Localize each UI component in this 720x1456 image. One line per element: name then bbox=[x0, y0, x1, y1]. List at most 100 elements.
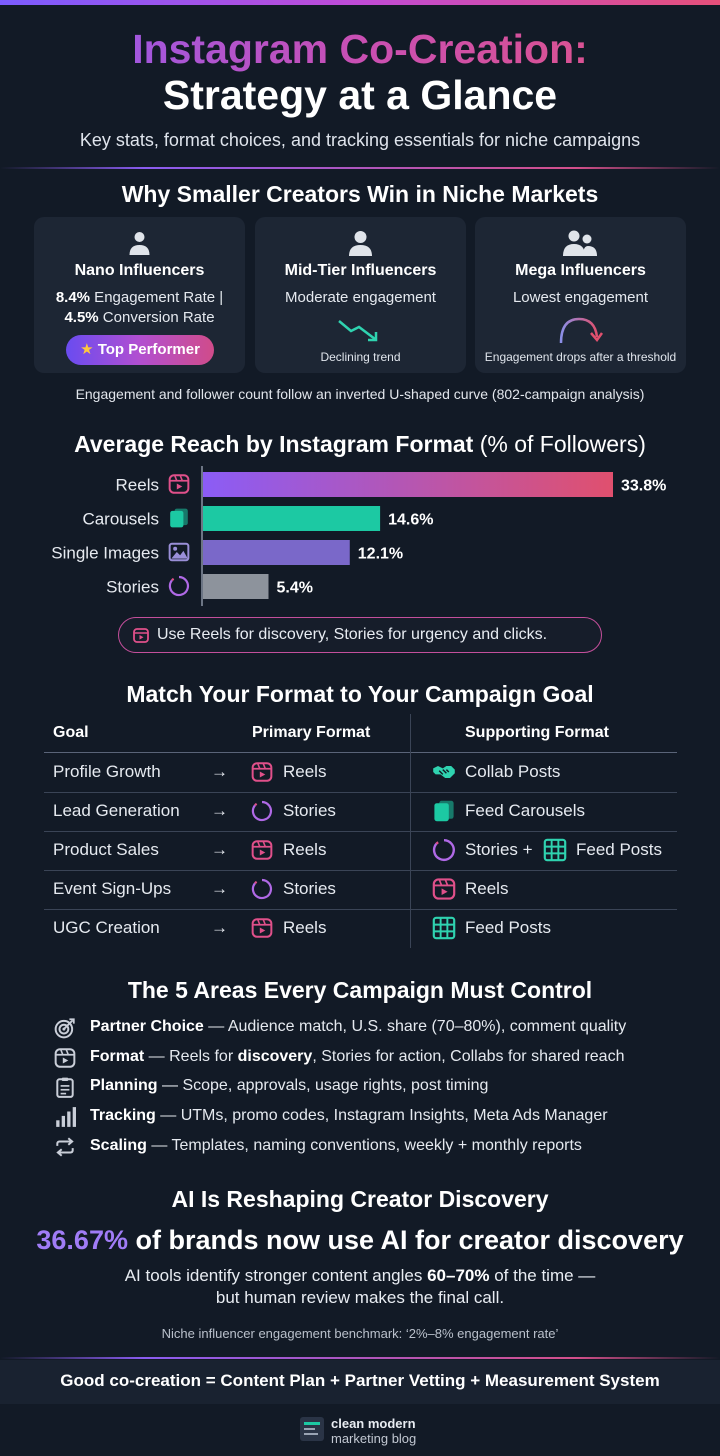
card-line: Moderate engagement bbox=[285, 289, 436, 306]
reach-title-bold: Average Reach by Instagram Format bbox=[74, 431, 474, 457]
area-label: Format bbox=[90, 1048, 145, 1065]
logo-line-2: marketing blog bbox=[331, 1431, 417, 1446]
ai-stat-text: of brands now use AI for creator discove… bbox=[127, 1225, 684, 1255]
title-line-2: Strategy at a Glance bbox=[162, 72, 558, 118]
benchmark-note: Niche influencer engagement benchmark: ‘… bbox=[161, 1326, 559, 1341]
ai-line-2: but human review makes the final call. bbox=[215, 1288, 505, 1307]
bar-chart-icon bbox=[56, 1107, 76, 1127]
category-label: Carousels bbox=[82, 510, 159, 529]
divider bbox=[0, 167, 720, 169]
arrow-icon: → bbox=[211, 879, 228, 898]
area-description-end: , Stories for action, Collabs for shared… bbox=[312, 1048, 625, 1065]
section-title-format-goal: Match Your Format to Your Campaign Goal bbox=[126, 681, 594, 707]
header-supporting: Supporting Format bbox=[465, 724, 609, 741]
arrow-icon: → bbox=[211, 840, 228, 859]
reach-title-light: (% of Followers) bbox=[473, 431, 646, 457]
goal-cell: Lead Generation bbox=[53, 801, 180, 820]
ai-line-1: AI tools identify stronger content angle… bbox=[0, 1266, 720, 1286]
stories-icon bbox=[251, 800, 273, 822]
bar-reels bbox=[203, 472, 613, 497]
bar-carousels bbox=[203, 506, 381, 531]
repeat-icon bbox=[56, 1137, 74, 1157]
area-description: — Reels for bbox=[144, 1048, 238, 1065]
subtitle: Key stats, format choices, and tracking … bbox=[79, 130, 641, 150]
ai-line-1-pre: AI tools identify stronger content angle… bbox=[124, 1266, 428, 1285]
header-goal: Goal bbox=[53, 724, 89, 741]
goal-cell: Profile Growth bbox=[53, 762, 161, 781]
card-mid-tier-influencers: Mid-Tier Influencers Moderate engagement… bbox=[255, 217, 466, 373]
reels-icon bbox=[168, 474, 190, 494]
conversion-value: 4.5% bbox=[64, 309, 99, 326]
primary-format-cell: Reels bbox=[283, 762, 327, 781]
curved-arrow-icon bbox=[559, 317, 604, 344]
grid-icon bbox=[432, 916, 456, 940]
engagement-label: Engagement Rate | bbox=[90, 289, 224, 306]
row-divider bbox=[44, 831, 677, 832]
declining-trend-icon bbox=[338, 320, 378, 342]
card-line: Lowest engagement bbox=[512, 289, 649, 306]
carousel-icon bbox=[434, 800, 454, 822]
bar-single-images bbox=[203, 540, 350, 565]
divider bbox=[0, 1357, 720, 1359]
person-icon bbox=[349, 231, 372, 256]
stories-icon bbox=[432, 838, 455, 862]
supporting-format-cell: Feed Posts bbox=[465, 918, 551, 937]
primary-format-cell: Stories bbox=[283, 801, 336, 820]
supporting-format-cell: Reels bbox=[465, 879, 509, 898]
card-stat-line-1: 8.4% Engagement Rate | bbox=[34, 289, 245, 306]
ai-stat-value: 36.67% bbox=[36, 1225, 128, 1255]
area-item: Tracking — UTMs, promo codes, Instagram … bbox=[90, 1107, 608, 1125]
card-footnote: Engagement drops after a threshold bbox=[484, 350, 677, 364]
area-item: Scaling — Templates, naming conventions,… bbox=[90, 1137, 582, 1155]
row-divider bbox=[44, 792, 677, 793]
clipboard-icon bbox=[56, 1077, 74, 1098]
arrow-icon: → bbox=[211, 918, 228, 937]
carousel-icon bbox=[170, 508, 188, 528]
area-description: — Templates, naming conventions, weekly … bbox=[146, 1137, 582, 1154]
engagement-value: 8.4% bbox=[55, 289, 91, 306]
title-line-1: Instagram Co-Creation: bbox=[0, 26, 720, 73]
card-title: Nano Influencers bbox=[74, 262, 205, 279]
reels-icon bbox=[432, 878, 456, 900]
primary-format-cell: Stories bbox=[283, 879, 336, 898]
reels-icon bbox=[133, 628, 149, 643]
area-label: Planning bbox=[90, 1077, 158, 1094]
supporting-format-cell: Collab Posts bbox=[465, 762, 561, 781]
reels-icon bbox=[54, 1048, 76, 1068]
area-label: Tracking bbox=[90, 1107, 156, 1124]
section-title-ai: AI Is Reshaping Creator Discovery bbox=[171, 1186, 549, 1212]
target-icon bbox=[54, 1018, 75, 1039]
conversion-label: Conversion Rate bbox=[98, 309, 215, 326]
reels-icon bbox=[251, 918, 273, 938]
supporting-format-cell: Stories + bbox=[465, 840, 533, 859]
badge-label: Top Performer bbox=[97, 341, 200, 358]
value-label: 14.6% bbox=[388, 512, 433, 529]
area-item: Format — Reels for discovery, Stories fo… bbox=[90, 1048, 624, 1066]
area-description: — Scope, approvals, usage rights, post t… bbox=[157, 1077, 489, 1094]
card-nano-influencers: Nano Influencers 8.4% Engagement Rate | … bbox=[34, 217, 245, 373]
reach-bar-chart: Reels 33.8% Carousels 14.6% Single Images 12.… bbox=[51, 466, 666, 606]
value-label: 5.4% bbox=[277, 580, 313, 597]
row-divider bbox=[44, 870, 677, 871]
reels-icon bbox=[251, 762, 273, 782]
logo-line-1: clean modern bbox=[331, 1416, 416, 1431]
blog-logo-icon bbox=[300, 1417, 324, 1441]
value-label: 33.8% bbox=[621, 478, 666, 495]
card-mega-influencers: Mega Influencers Lowest engagement Engag… bbox=[475, 217, 686, 373]
person-icon bbox=[129, 232, 150, 255]
footer-band bbox=[0, 1360, 720, 1404]
primary-format-cell: Reels bbox=[283, 918, 327, 937]
card-stat-line-2: 4.5% Conversion Rate bbox=[34, 309, 245, 326]
reels-stories-tip: Use Reels for discovery, Stories for urg… bbox=[118, 617, 602, 653]
ai-line-1-bold: 60–70% bbox=[427, 1266, 490, 1285]
top-performer-badge: ★ Top Performer bbox=[66, 335, 214, 365]
tip-text: Use Reels for discovery, Stories for urg… bbox=[157, 626, 548, 643]
card-title: Mega Influencers bbox=[515, 262, 646, 279]
area-description: — UTMs, promo codes, Instagram Insights,… bbox=[155, 1107, 608, 1124]
arrow-icon: → bbox=[211, 762, 228, 781]
category-label: Single Images bbox=[51, 544, 159, 563]
area-emphasis: discovery bbox=[237, 1048, 313, 1065]
stories-icon bbox=[168, 575, 190, 597]
arrow-icon: → bbox=[211, 801, 228, 820]
supporting-format-cell: Feed Carousels bbox=[465, 801, 586, 820]
